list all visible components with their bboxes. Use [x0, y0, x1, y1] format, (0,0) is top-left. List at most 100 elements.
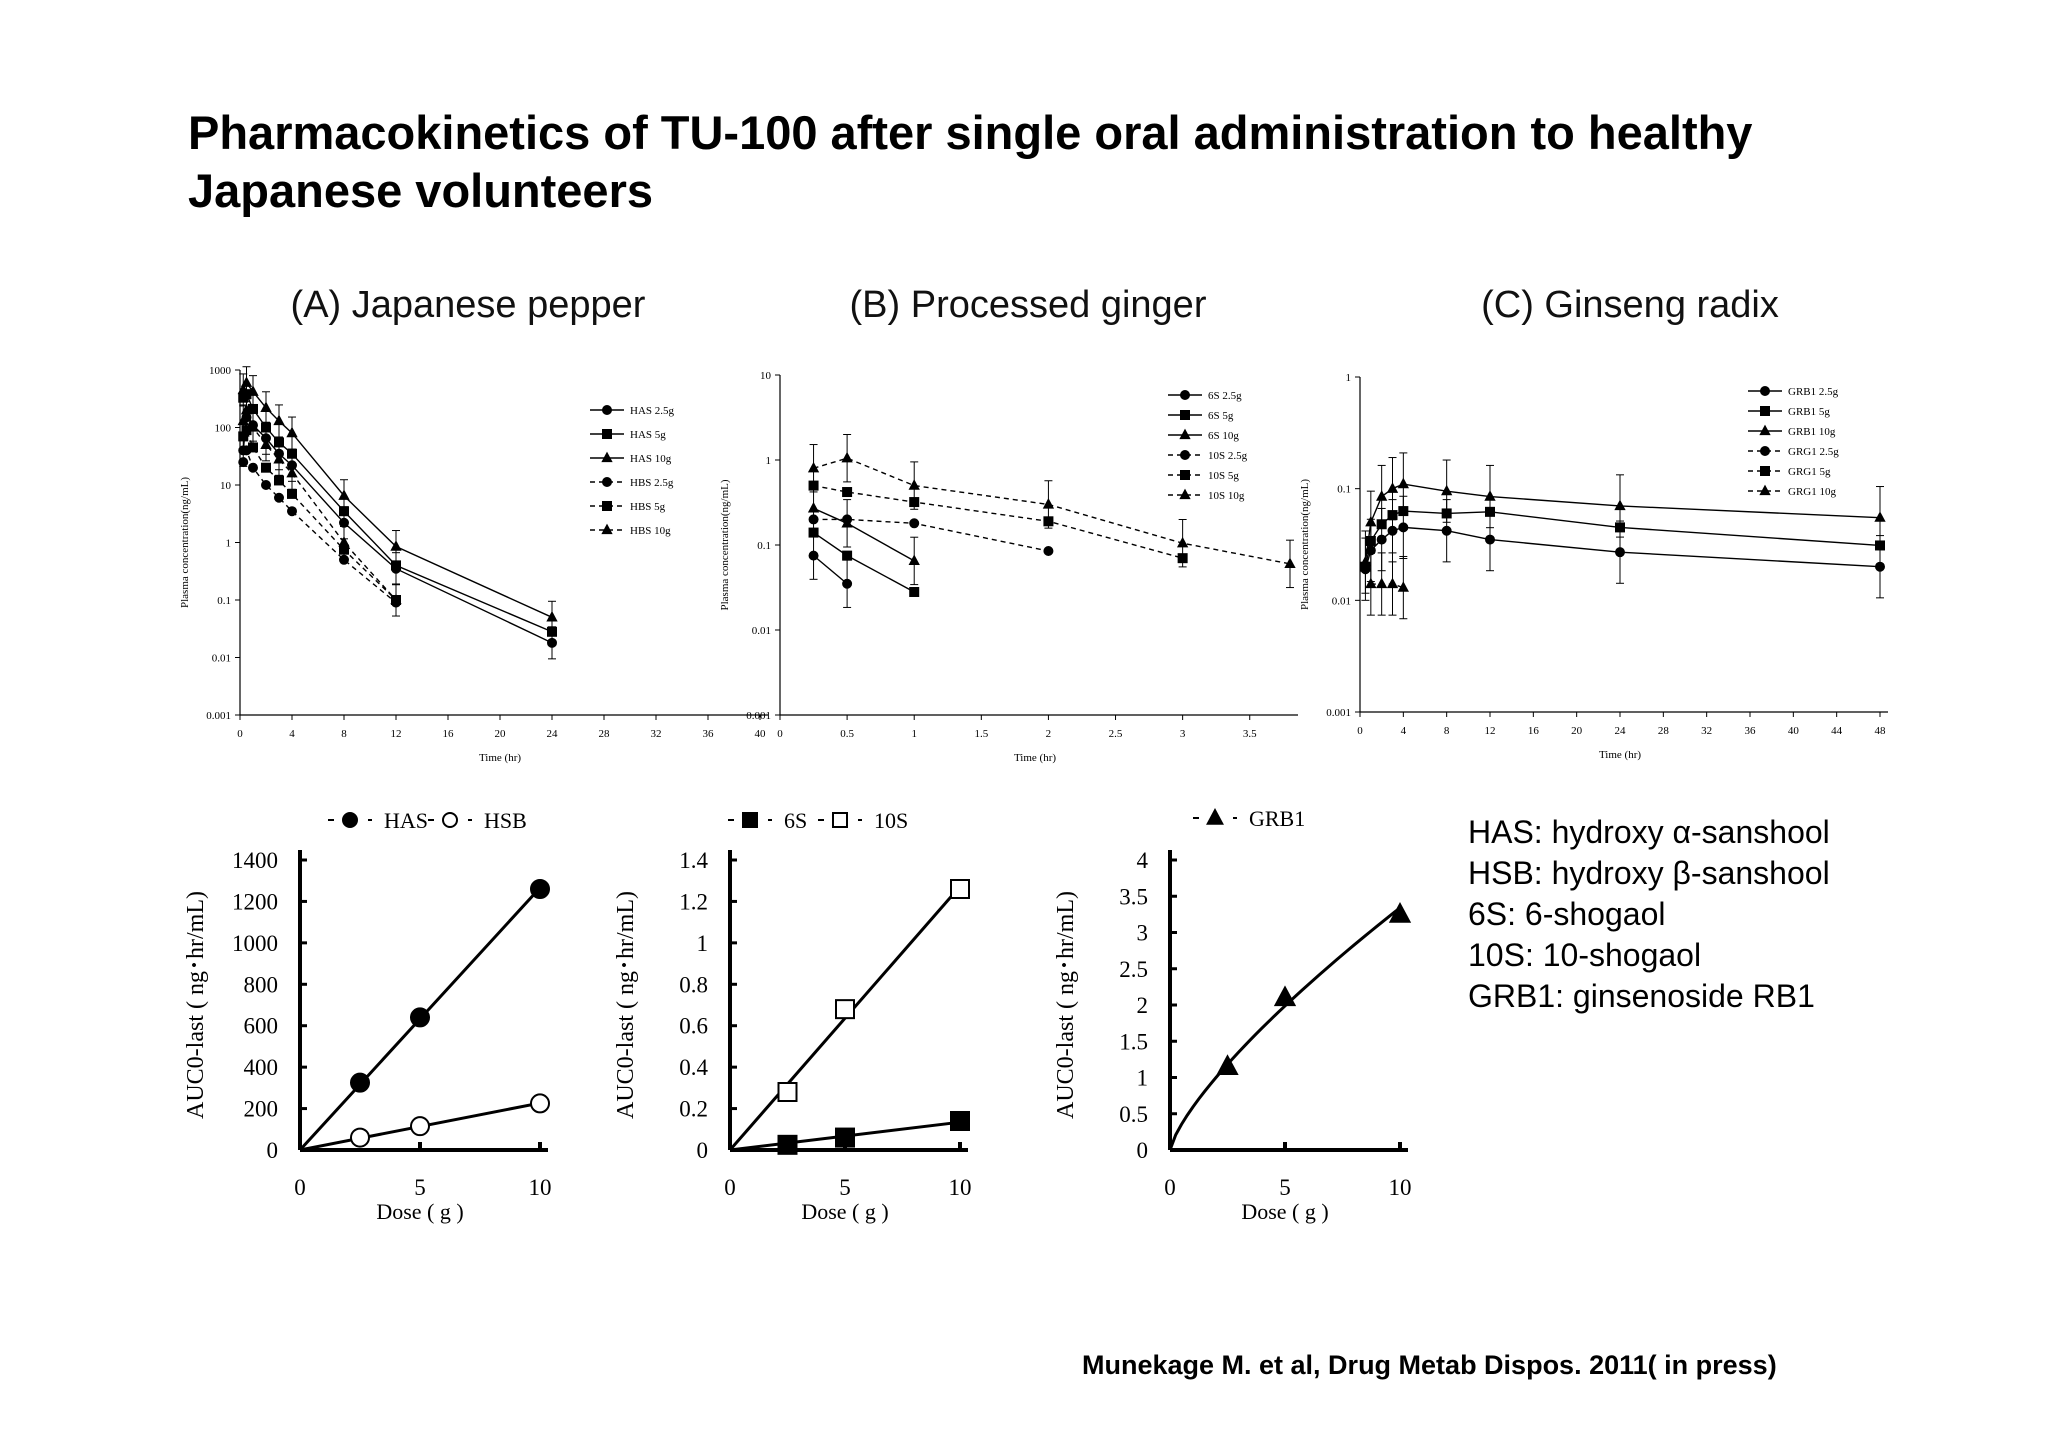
y-tick-label: 0 [267, 1138, 279, 1163]
x-tick-label: 0 [237, 728, 243, 740]
x-tick-label: 4 [1401, 725, 1407, 737]
legend-marker [1180, 390, 1190, 400]
legend-label: GRG1 5g [1788, 466, 1831, 478]
series-line [242, 408, 397, 601]
legend-label: HSB [484, 808, 527, 833]
y-tick-label: 0.001 [206, 710, 231, 722]
data-point [1397, 477, 1409, 489]
y-tick-label: 400 [244, 1055, 279, 1080]
x-tick-label: 2 [1046, 728, 1052, 740]
x-tick-label: 36 [703, 728, 715, 740]
data-point [260, 438, 272, 449]
data-point [777, 1134, 798, 1155]
data-point [1874, 511, 1886, 522]
y-tick-label: 1.2 [679, 889, 708, 914]
legend-label: HBS 2.5g [630, 477, 674, 489]
data-point [350, 1127, 370, 1148]
data-point [273, 452, 285, 464]
legend-label: 10S 2.5g [1208, 450, 1248, 462]
data-point [287, 448, 297, 459]
y-tick-label: 0.5 [1119, 1102, 1148, 1127]
data-point [546, 610, 558, 622]
y-tick-label: 10 [220, 480, 232, 492]
data-point [274, 475, 284, 486]
data-point [807, 461, 820, 473]
legend-label: HAS [384, 808, 428, 833]
legend-marker [602, 429, 612, 439]
x-tick-label: 40 [1788, 725, 1800, 737]
legend-label: HAS 5g [630, 429, 666, 441]
data-point [909, 586, 920, 597]
x-tick-label: 40 [755, 728, 767, 740]
legend-label: GRG1 10g [1788, 486, 1836, 498]
x-tick-label: 16 [1528, 725, 1540, 737]
x-tick-label: 44 [1831, 725, 1843, 737]
y-tick-label: 10 [760, 370, 772, 382]
x-tick-label: 8 [341, 728, 347, 740]
y-tick-label: 600 [244, 1014, 279, 1039]
x-tick-label: 10 [1389, 1175, 1412, 1200]
x-axis-label: Time (hr) [1014, 752, 1056, 764]
data-point [287, 506, 297, 517]
data-point [238, 457, 249, 468]
auc-chart-processed-ginger: 0 0.2 0.4 0.6 0.8 1 1.2 1.4 0 5 10 Dose ( g ) AUC0-l… [613, 808, 972, 1224]
legend-marker [742, 812, 758, 828]
series-line [813, 532, 915, 593]
panel-title-a: (A) Japanese pepper [290, 284, 646, 326]
data-point [1875, 561, 1885, 572]
legend-marker [1760, 406, 1770, 416]
data-point [1376, 534, 1387, 545]
data-point [240, 403, 253, 415]
y-tick-label: 0.8 [679, 972, 708, 997]
x-tick-label: 20 [495, 728, 507, 740]
y-tick-label: 4 [1137, 848, 1149, 873]
data-point [1359, 555, 1372, 567]
data-point [237, 383, 249, 395]
slide-title: Pharmacokinetics of TU-100 after single … [188, 106, 1753, 217]
data-point [1614, 499, 1626, 511]
y-axis-label: AUC0-last ( ng･hr/mL) [1053, 891, 1079, 1119]
data-point [842, 487, 853, 498]
y-tick-label: 3 [1137, 921, 1149, 946]
x-tick-label: 12 [1485, 725, 1496, 737]
data-point [248, 462, 258, 473]
legend-marker [1180, 410, 1190, 420]
x-axis-label: Time (hr) [1599, 749, 1641, 761]
panel-title-b: (B) Processed ginger [849, 284, 1207, 326]
legend-marker [1759, 484, 1771, 496]
y-tick-label: 200 [244, 1097, 279, 1122]
y-axis-label: AUC0-last ( ng･hr/mL) [613, 891, 639, 1119]
data-point [338, 489, 350, 500]
data-point [237, 414, 249, 426]
legend-marker [602, 477, 612, 487]
x-tick-label: 24 [1615, 725, 1627, 737]
x-tick-label: 0.5 [840, 728, 854, 740]
y-tick-label: 2 [1137, 993, 1149, 1018]
x-tick-label: 1 [911, 728, 917, 740]
data-point [247, 421, 259, 432]
series-line [242, 448, 397, 604]
data-point [1386, 482, 1399, 493]
y-tick-label: 1 [766, 455, 772, 467]
y-tick-label: 800 [244, 972, 279, 997]
legend-marker [442, 812, 458, 828]
abbreviation-list: HAS: hydroxy α-sanshool HSB: hydroxy β-s… [1468, 812, 1830, 1017]
legend-label: HAS 2.5g [630, 405, 675, 417]
y-axis-label: Plasma concentration(ng/mL) [719, 479, 731, 610]
y-tick-label: 0.6 [679, 1014, 708, 1039]
y-tick-label: 0.001 [746, 710, 771, 722]
series-line [242, 381, 553, 618]
panel-title-c: (C) Ginseng radix [1481, 284, 1779, 326]
data-point [287, 488, 297, 499]
data-point [530, 879, 550, 899]
data-point [1397, 581, 1409, 592]
series-line [813, 518, 1049, 552]
legend-label: GRB1 5g [1788, 406, 1830, 418]
data-point [807, 501, 820, 513]
y-tick-label: 1000 [232, 931, 278, 956]
legend-label: GRB1 [1249, 806, 1305, 831]
x-axis-label: Dose ( g ) [376, 1199, 463, 1224]
x-tick-label: 0 [294, 1175, 306, 1200]
y-tick-label: 1.5 [1119, 1029, 1148, 1054]
abbreviation-item: 6S: 6-shogaol [1468, 896, 1666, 932]
